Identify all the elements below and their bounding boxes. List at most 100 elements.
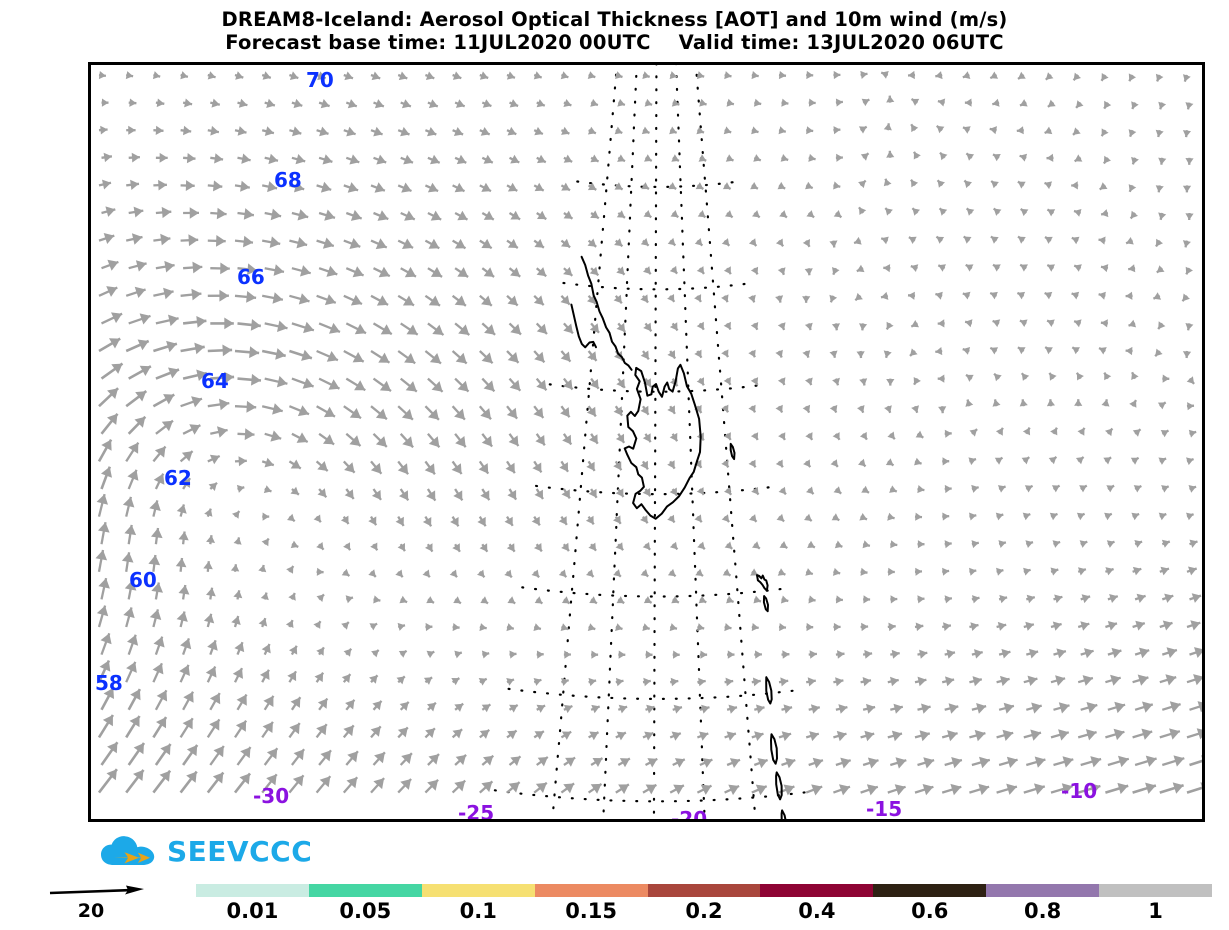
wind-vector-head [328, 379, 340, 390]
wind-vector-head [123, 607, 135, 619]
wind-vector-head [640, 350, 649, 360]
wind-vector-head [862, 677, 871, 687]
wind-vector-head [964, 180, 972, 189]
wind-vector-head [947, 730, 958, 742]
wind-vector-head [533, 623, 541, 631]
wind-vector-head [913, 377, 921, 385]
wind-vector-head [320, 99, 330, 109]
wind-vector-head [290, 459, 301, 469]
wind-vector-head [964, 98, 972, 107]
wind-vector-head [1001, 648, 1011, 659]
wind-vector-head [1076, 512, 1085, 521]
wind-vector-head [859, 207, 867, 215]
wind-vector-head [721, 349, 729, 358]
wind-vector-head [1002, 729, 1014, 741]
wind-vector-head [1197, 701, 1202, 713]
wind-vector-head [669, 265, 678, 274]
wind-vector-head [750, 432, 759, 440]
wind-vector-head [835, 677, 844, 687]
wind-vector-head [427, 127, 437, 137]
wind-vector-head [210, 125, 219, 136]
wind-vector-head [669, 623, 677, 632]
wind-vector-head [98, 522, 110, 533]
map-canvas: 70 68 66 64 62 60 58 -30 -25 -20 -15 -10 [95, 65, 1202, 819]
wind-vector-head [586, 569, 594, 577]
wind-vector-head [1125, 291, 1133, 300]
wind-vector-head [289, 723, 300, 735]
wind-vector-head [937, 374, 945, 383]
wind-vector-head [244, 428, 255, 441]
wind-vector-head [1019, 319, 1028, 327]
wind-vector-head [751, 486, 759, 495]
wind-vector-head [910, 264, 919, 272]
wind-vector-head [230, 564, 240, 572]
wind-vector-head [425, 543, 433, 552]
wind-vector-head [694, 514, 702, 523]
wind-vector-head [563, 154, 573, 163]
wind-vector-head [1135, 620, 1145, 631]
wind-vector-head [1099, 347, 1107, 355]
wind-vector-head [1099, 182, 1108, 190]
wind-vector-head [322, 237, 334, 249]
wind-vector-head [1113, 728, 1125, 741]
wind-vector-head [1045, 347, 1053, 355]
wind-vector-head [266, 98, 275, 108]
wind-vector-head [887, 512, 895, 521]
wind-vector-head [428, 99, 438, 109]
wind-vector-head [1188, 485, 1197, 493]
wind-vector-head [750, 182, 758, 190]
wind-vector-head [456, 154, 467, 165]
wind-vector-head [862, 540, 870, 549]
wind-vector-head [178, 585, 190, 595]
wind-vector-head [588, 677, 597, 687]
longitude-label: -30 [253, 784, 289, 808]
wind-vector-head [725, 677, 734, 687]
wind-vector-head [1155, 129, 1164, 137]
wind-vector-head [995, 427, 1003, 436]
wind-vector-head [998, 540, 1006, 548]
wind-vector-head [481, 295, 492, 306]
wind-vector-head [371, 71, 381, 81]
wind-vector-head [990, 347, 999, 355]
wind-vector-head [377, 210, 389, 221]
wind-vector-head [808, 98, 816, 107]
wind-vector-head [935, 291, 943, 300]
wind-vector-head [1074, 154, 1083, 162]
wind-vector-head [700, 784, 712, 795]
wind-vector-head [589, 379, 599, 389]
wind-vector-head [376, 295, 389, 306]
wind-vector-head [1049, 372, 1057, 381]
wind-vector-head [752, 541, 760, 549]
wind-vector-head [231, 616, 241, 625]
wind-vector-head [482, 99, 492, 108]
wind-vector-head [373, 595, 381, 604]
wind-vector-head [1155, 348, 1163, 357]
wind-vector-head [946, 649, 955, 659]
wind-vector-head [856, 351, 865, 358]
wind-vector-head [694, 294, 702, 302]
wind-vector-head [1103, 155, 1111, 164]
wind-vector-head [454, 703, 464, 712]
wind-vector-head [1157, 402, 1166, 410]
wind-vector-head [831, 513, 840, 521]
wind-vector-head [997, 485, 1006, 493]
wind-vector-head [1162, 620, 1173, 631]
wind-vector-head [449, 569, 457, 578]
map-panel[interactable]: 70 68 66 64 62 60 58 -30 -25 -20 -15 -10 [88, 62, 1205, 822]
wind-vector-head [534, 489, 543, 499]
wind-vector-head [805, 181, 813, 190]
wind-vector-head [454, 238, 466, 249]
wind-vector-head [480, 596, 488, 604]
wind-vector-head [175, 558, 187, 568]
wind-vector-head [919, 730, 930, 742]
wind-vector-head [209, 719, 220, 731]
wind-vector-head [1186, 512, 1194, 521]
wind-vector-head [168, 367, 179, 379]
wind-vector-head [484, 324, 496, 335]
wind-vector-head [778, 126, 786, 135]
wind-vector-head [427, 702, 436, 712]
wind-vector-head [1110, 674, 1121, 686]
wind-vector-head [1145, 755, 1157, 767]
wind-vector-head [536, 650, 544, 659]
wind-vector-head [951, 757, 962, 769]
